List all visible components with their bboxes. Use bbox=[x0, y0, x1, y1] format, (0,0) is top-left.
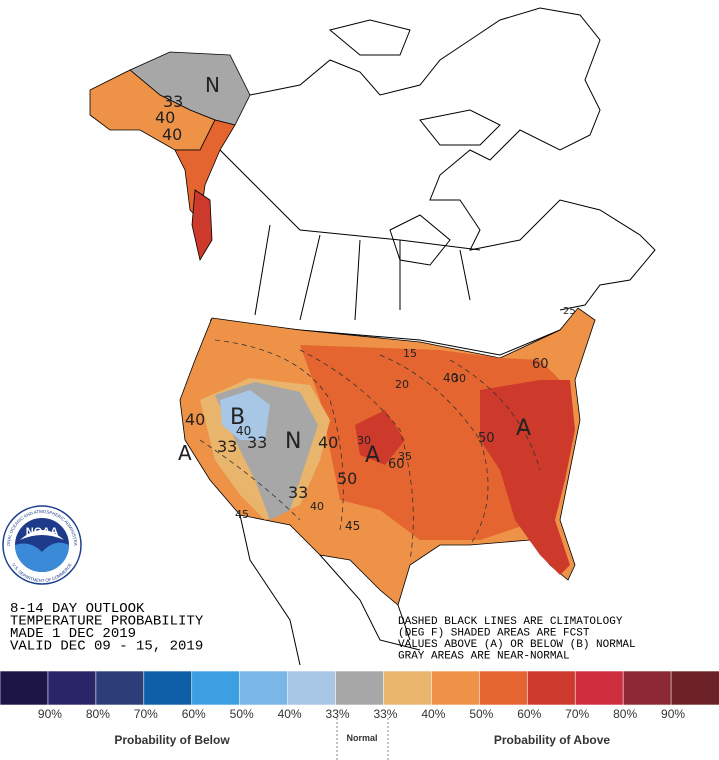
map-label: 35 bbox=[398, 450, 412, 463]
map-label: 33 bbox=[217, 437, 237, 456]
legend-swatch bbox=[95, 670, 145, 706]
map-label: 25 bbox=[563, 306, 576, 317]
map-label: 40 bbox=[443, 371, 458, 385]
map-label: 30 bbox=[452, 372, 466, 385]
map-label: B bbox=[230, 405, 245, 430]
map-label: 45 bbox=[235, 508, 249, 521]
legend-swatch bbox=[383, 670, 433, 706]
map-label: 50 bbox=[478, 431, 495, 446]
note-line: GRAY AREAS ARE NEAR-NORMAL bbox=[398, 651, 570, 663]
title-line: VALID DEC 09 - 15, 2019 bbox=[10, 639, 203, 655]
legend: 90% 80% 70% 60% 50% 40% 33% 33% 40% 50% 60% 70% 80% 9… bbox=[0, 670, 719, 721]
map-label: 33 bbox=[247, 433, 267, 452]
map-label: 40 bbox=[310, 500, 324, 513]
legend-swatch bbox=[479, 670, 529, 706]
legend-label: 70% bbox=[134, 707, 158, 721]
legend-label: 80% bbox=[613, 707, 637, 721]
legend-label: 33% bbox=[373, 707, 397, 721]
legend-swatch bbox=[191, 670, 241, 706]
legend-swatch bbox=[431, 670, 481, 706]
map-label: N bbox=[285, 429, 301, 454]
legend-swatch bbox=[143, 670, 193, 706]
map-label: 40 bbox=[185, 410, 205, 429]
map-label: 33 bbox=[163, 92, 183, 111]
map-label: 60 bbox=[532, 357, 549, 372]
legend-label: 80% bbox=[86, 707, 110, 721]
legend-above: Probability of Above bbox=[494, 733, 611, 747]
map-label: 45 bbox=[345, 519, 360, 533]
map-label: 33 bbox=[288, 483, 308, 502]
map-label: A bbox=[178, 441, 192, 465]
map-label: 40 bbox=[155, 108, 175, 127]
legend-label: 90% bbox=[38, 707, 62, 721]
map-label: A bbox=[365, 443, 380, 468]
title-line: MADE 1 DEC 2019 bbox=[10, 626, 136, 642]
note-line: VALUES ABOVE (A) OR BELOW (B) NORMAL bbox=[398, 639, 636, 651]
note-line: DASHED BLACK LINES ARE CLIMATOLOGY bbox=[398, 616, 623, 628]
map-label: 40 bbox=[162, 125, 182, 144]
legend-swatch bbox=[670, 670, 719, 706]
legend-normal: Normal bbox=[346, 733, 377, 743]
map-label: A bbox=[516, 416, 531, 441]
map-label: 20 bbox=[395, 378, 409, 391]
legend-label: 60% bbox=[517, 707, 541, 721]
logo-text: NOAA bbox=[26, 526, 58, 538]
legend-swatch bbox=[622, 670, 672, 706]
map-label: 30 bbox=[357, 434, 371, 447]
map-label: 40 bbox=[318, 433, 338, 452]
legend-label: 50% bbox=[230, 707, 254, 721]
legend-label: 50% bbox=[469, 707, 493, 721]
alaska bbox=[89, 51, 251, 262]
map-label: 40 bbox=[236, 424, 251, 438]
map-label: N bbox=[205, 73, 220, 97]
title-line: 8-14 DAY OUTLOOK bbox=[10, 601, 145, 617]
note-line: (DEG F) SHADED AREAS ARE FCST bbox=[398, 628, 590, 640]
legend-swatch bbox=[574, 670, 624, 706]
legend-swatch bbox=[526, 670, 576, 706]
map-label: 60 bbox=[388, 457, 405, 472]
legend-label: 60% bbox=[182, 707, 206, 721]
mexico-outline bbox=[239, 514, 421, 666]
legend-swatch bbox=[47, 670, 97, 706]
legend-label: 33% bbox=[326, 707, 350, 721]
legend-swatch bbox=[335, 670, 385, 706]
legend-label: 40% bbox=[278, 707, 302, 721]
conus bbox=[179, 307, 596, 606]
notes-block: DASHED BLACK LINES ARE CLIMATOLOGY(DEG F… bbox=[398, 616, 636, 663]
map-label: 50 bbox=[337, 469, 357, 488]
legend-label: 40% bbox=[421, 707, 445, 721]
legend-below: Probability of Below bbox=[114, 733, 230, 747]
legend-label: 90% bbox=[661, 707, 685, 721]
legend-label: 70% bbox=[565, 707, 589, 721]
map-label: 15 bbox=[403, 347, 417, 360]
legend-swatch bbox=[0, 670, 49, 706]
legend-swatch bbox=[287, 670, 337, 706]
title-line: TEMPERATURE PROBABILITY bbox=[10, 614, 204, 630]
legend-swatch bbox=[239, 670, 289, 706]
